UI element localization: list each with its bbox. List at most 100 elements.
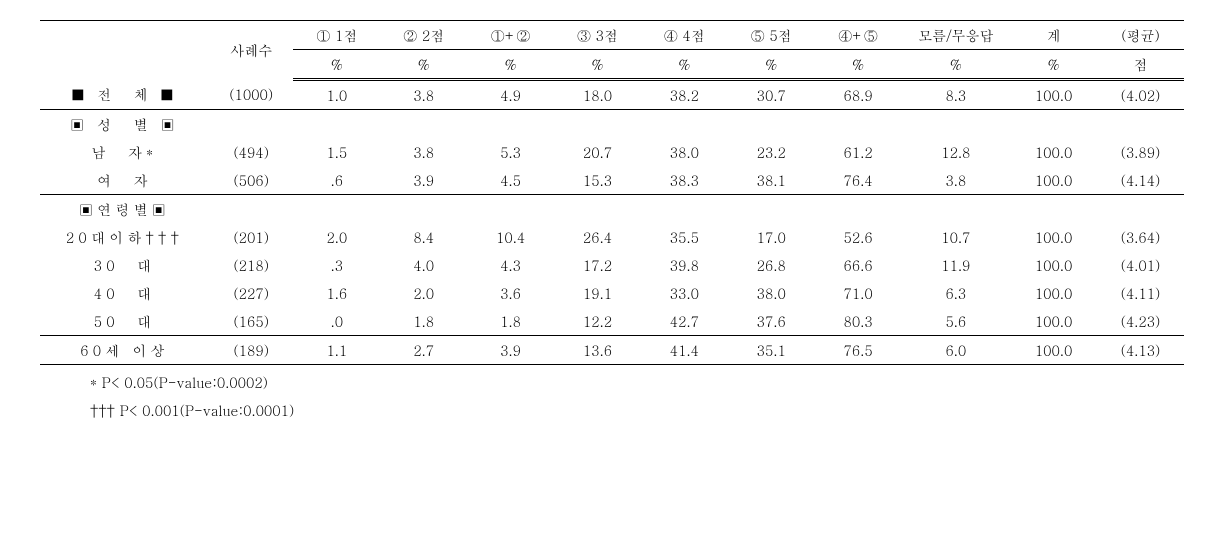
cell-total: 100.0 [1010, 138, 1097, 166]
header-total: 계 [1010, 21, 1097, 50]
unit-c5: % [728, 50, 815, 80]
cell-c1: .0 [293, 307, 380, 336]
cell-dk: 11.9 [902, 251, 1011, 279]
row-cases: (506) [209, 166, 293, 195]
header-c5: ⑤ 5점 [728, 21, 815, 50]
cell-c45: 61.2 [815, 138, 902, 166]
row-cases: (494) [209, 138, 293, 166]
cell-c3: 13.6 [554, 336, 641, 365]
cell-c45 [815, 110, 902, 139]
header-avg: (평균) [1097, 21, 1184, 50]
row-label: 여 자 [40, 166, 209, 195]
cell-c5 [728, 110, 815, 139]
row-label: 남 자* [40, 138, 209, 166]
cell-c4: 39.8 [641, 251, 728, 279]
header-dk: 모름/무응답 [902, 21, 1011, 50]
cell-c2 [380, 195, 467, 224]
cell-avg: (4.23) [1097, 307, 1184, 336]
cell-c45: 66.6 [815, 251, 902, 279]
cell-c3: 26.4 [554, 223, 641, 251]
cell-c12: 4.9 [467, 80, 554, 110]
header-blank [40, 21, 209, 80]
cell-c3: 12.2 [554, 307, 641, 336]
cell-c12 [467, 195, 554, 224]
cell-c5: 23.2 [728, 138, 815, 166]
header-row-1: 사례수 ① 1점 ② 2점 ①+② ③ 3점 ④ 4점 ⑤ 5점 ④+⑤ 모름/… [40, 21, 1184, 50]
cell-c2: 2.7 [380, 336, 467, 365]
table-body: ■ 전 체 ■(1000)1.03.84.918.038.230.768.98.… [40, 80, 1184, 365]
table-row: ■ 전 체 ■(1000)1.03.84.918.038.230.768.98.… [40, 80, 1184, 110]
cell-avg: (4.13) [1097, 336, 1184, 365]
header-c3: ③ 3점 [554, 21, 641, 50]
table-row: 남 자*(494)1.53.85.320.738.023.261.212.810… [40, 138, 1184, 166]
row-cases [209, 110, 293, 139]
cell-total [1010, 110, 1097, 139]
cell-avg: (4.11) [1097, 279, 1184, 307]
cell-c4: 38.3 [641, 166, 728, 195]
row-label: ▣ 성 별 ▣ [40, 110, 209, 139]
cell-dk [902, 110, 1011, 139]
cell-avg: (3.64) [1097, 223, 1184, 251]
cell-c1 [293, 110, 380, 139]
unit-avg: 점 [1097, 50, 1184, 80]
row-cases [209, 195, 293, 224]
cell-c12: 10.4 [467, 223, 554, 251]
footnote-1: * P< 0.05(P-value:0.0002) [40, 365, 1184, 393]
unit-c3: % [554, 50, 641, 80]
table-row: 여 자(506).63.94.515.338.338.176.43.8100.0… [40, 166, 1184, 195]
table-row: 30 대(218).34.04.317.239.826.866.611.9100… [40, 251, 1184, 279]
row-label: 30 대 [40, 251, 209, 279]
cell-c4: 38.2 [641, 80, 728, 110]
cell-dk: 3.8 [902, 166, 1011, 195]
row-cases: (218) [209, 251, 293, 279]
cell-c45: 68.9 [815, 80, 902, 110]
unit-total: % [1010, 50, 1097, 80]
cell-c45 [815, 195, 902, 224]
cell-dk: 10.7 [902, 223, 1011, 251]
cell-avg: (4.01) [1097, 251, 1184, 279]
cell-c5: 30.7 [728, 80, 815, 110]
cell-avg: (3.89) [1097, 138, 1184, 166]
cell-c1: .3 [293, 251, 380, 279]
header-c1: ① 1점 [293, 21, 380, 50]
header-c2: ② 2점 [380, 21, 467, 50]
row-label: 60세 이상 [40, 336, 209, 365]
row-label: 20대이하††† [40, 223, 209, 251]
cell-c2: 3.9 [380, 166, 467, 195]
cell-dk: 12.8 [902, 138, 1011, 166]
table-row: ▣연령별▣ [40, 195, 1184, 224]
cell-avg: (4.02) [1097, 80, 1184, 110]
cell-c1 [293, 195, 380, 224]
cell-c2: 8.4 [380, 223, 467, 251]
cell-total: 100.0 [1010, 223, 1097, 251]
cell-c3 [554, 195, 641, 224]
row-label: ▣연령별▣ [40, 195, 209, 224]
cell-c12: 1.8 [467, 307, 554, 336]
cell-dk: 6.0 [902, 336, 1011, 365]
cell-c2: 1.8 [380, 307, 467, 336]
header-c12: ①+② [467, 21, 554, 50]
cell-c1: 2.0 [293, 223, 380, 251]
cell-c3: 18.0 [554, 80, 641, 110]
table-row: ▣ 성 별 ▣ [40, 110, 1184, 139]
cell-c5 [728, 195, 815, 224]
table-row: 40 대(227)1.62.03.619.133.038.071.06.3100… [40, 279, 1184, 307]
unit-c4: % [641, 50, 728, 80]
cell-dk [902, 195, 1011, 224]
cell-c12: 3.6 [467, 279, 554, 307]
cell-total: 100.0 [1010, 166, 1097, 195]
cell-dk: 8.3 [902, 80, 1011, 110]
cell-c1: .6 [293, 166, 380, 195]
cell-dk: 6.3 [902, 279, 1011, 307]
cell-c4 [641, 195, 728, 224]
cell-c3 [554, 110, 641, 139]
cell-total: 100.0 [1010, 279, 1097, 307]
row-label: ■ 전 체 ■ [40, 80, 209, 110]
row-cases: (201) [209, 223, 293, 251]
unit-c2: % [380, 50, 467, 80]
table-row: 50 대(165).01.81.812.242.737.680.35.6100.… [40, 307, 1184, 336]
row-label: 40 대 [40, 279, 209, 307]
cell-c4: 38.0 [641, 138, 728, 166]
cell-c4: 33.0 [641, 279, 728, 307]
cell-total: 100.0 [1010, 80, 1097, 110]
